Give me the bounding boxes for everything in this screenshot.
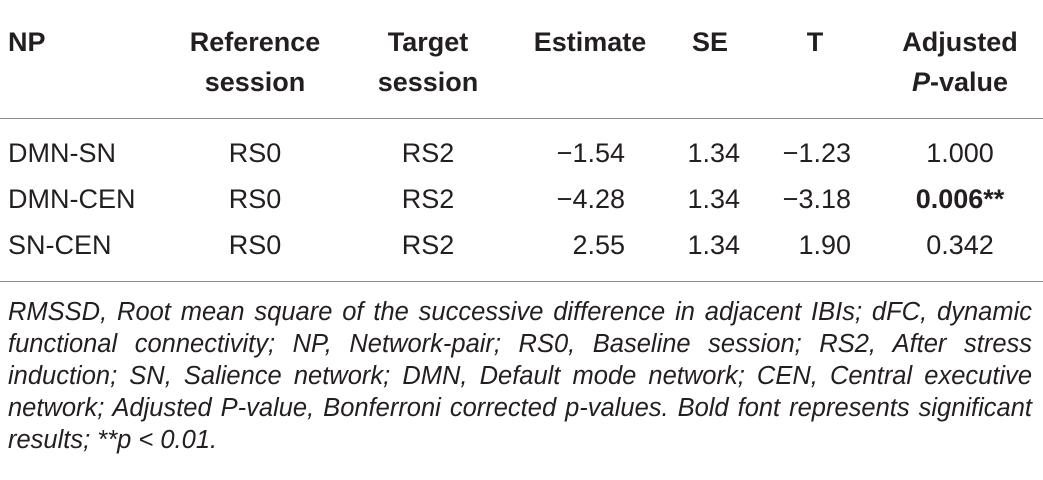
row3-reference: RS0 (228, 230, 282, 260)
table-bottom-rule (0, 281, 1043, 282)
row3-p: 0.342 (926, 230, 994, 260)
header-rule (0, 118, 1043, 119)
header-reference-line2: session (204, 67, 306, 97)
row3-np: SN-CEN (8, 230, 112, 260)
header-reference-line1: Reference (189, 27, 321, 57)
header-adjusted-p-value: Adjusted P-value (880, 22, 1040, 102)
header-adjusted-line2: P-value (880, 62, 1040, 102)
header-p-rest: -value (929, 67, 1009, 97)
row1-np: DMN-SN (8, 138, 116, 168)
header-adjusted-line1: Adjusted (902, 27, 1018, 57)
row2-se: 1.34 (687, 184, 740, 214)
header-estimate: Estimate (515, 22, 665, 62)
header-np-label: NP (8, 27, 46, 57)
row1-se: 1.34 (687, 138, 740, 168)
row1-reference: RS0 (228, 138, 282, 168)
row3-target: RS2 (401, 230, 455, 260)
row2-t: −3.18 (782, 184, 851, 214)
row2-p-significant: 0.006** (915, 184, 1005, 214)
header-t-label: T (806, 27, 824, 57)
header-se: SE (680, 22, 740, 62)
row2-target: RS2 (401, 184, 455, 214)
header-p-italic: P (911, 67, 930, 97)
header-target-line2: session (377, 67, 479, 97)
row3-se: 1.34 (687, 230, 740, 260)
row2-np: DMN-CEN (8, 184, 136, 214)
header-target-session: Target session (358, 22, 498, 102)
header-target-line1: Target (387, 27, 469, 57)
header-t: T (790, 22, 840, 62)
row1-target: RS2 (401, 138, 455, 168)
row1-t: −1.23 (782, 138, 851, 168)
row3-estimate: 2.55 (572, 230, 625, 260)
row2-estimate: −4.28 (556, 184, 625, 214)
row3-t: 1.90 (798, 230, 851, 260)
header-reference-session: Reference session (170, 22, 340, 102)
header-np: NP (8, 22, 46, 62)
row2-reference: RS0 (228, 184, 282, 214)
row1-estimate: −1.54 (556, 138, 625, 168)
table-footnote: RMSSD, Root mean square of the successiv… (8, 298, 1032, 454)
row1-p: 1.000 (926, 138, 994, 168)
header-se-label: SE (691, 27, 729, 57)
header-estimate-label: Estimate (533, 27, 647, 57)
